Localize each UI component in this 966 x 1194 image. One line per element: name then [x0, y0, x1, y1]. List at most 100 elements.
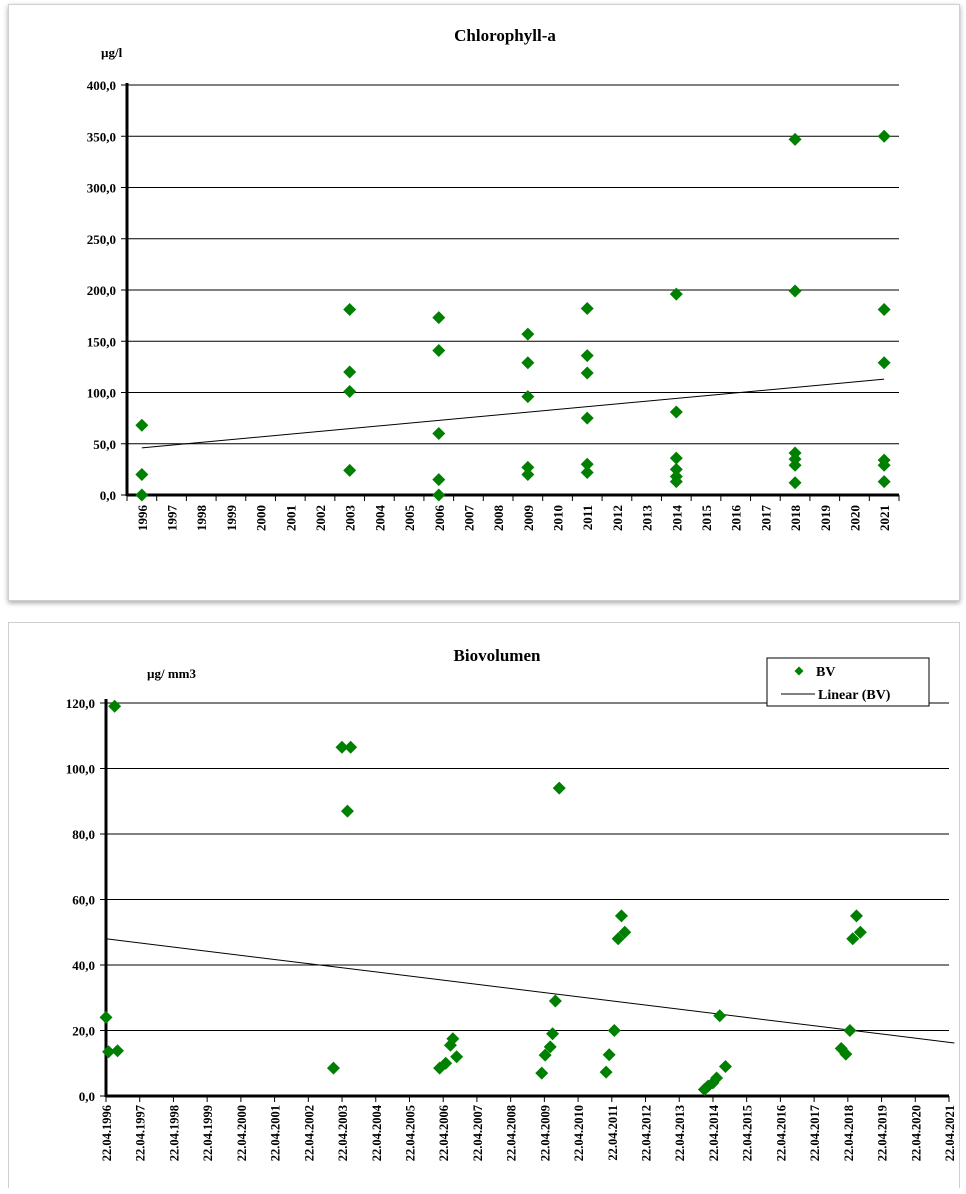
x-tick-label: 22.04.2001	[269, 1105, 283, 1161]
chart-panel-chlorophyll: Chlorophyll-a µg/l 0,0 50,0 100,0 150,0 200,0 2…	[8, 4, 960, 601]
x-tick-label: 2016	[729, 505, 744, 532]
data-point	[877, 356, 891, 370]
data-point	[344, 740, 358, 754]
data-point	[580, 301, 594, 315]
data-point	[607, 1024, 621, 1037]
x-tick-label: 22.04.2010	[572, 1105, 586, 1161]
data-point	[602, 1048, 616, 1062]
data-point	[521, 390, 535, 404]
y-axis-unit-label: µg/l	[101, 45, 123, 60]
data-point	[135, 418, 149, 432]
data-point	[521, 327, 535, 341]
x-tick-label: 22.04.2009	[538, 1105, 552, 1161]
x-tick-label: 2003	[343, 505, 358, 532]
data-point	[877, 302, 891, 316]
y-tick-label: 120,0	[66, 696, 95, 711]
x-tick-label: 2017	[758, 505, 773, 532]
data-point	[432, 343, 446, 357]
chlorophyll-chart: Chlorophyll-a µg/l 0,0 50,0 100,0 150,0 200,0 2…	[87, 26, 900, 532]
data-point	[618, 925, 632, 939]
x-tick-label: 2009	[521, 505, 536, 532]
data-point	[432, 488, 446, 502]
y-tick-label: 60,0	[72, 893, 95, 908]
data-point	[111, 1044, 125, 1058]
data-point	[669, 451, 683, 465]
data-point	[788, 284, 802, 298]
data-point	[877, 475, 891, 489]
trend-line	[141, 378, 885, 449]
y-tick-label: 100,0	[87, 386, 116, 401]
x-tick-label: 22.04.1997	[134, 1105, 148, 1161]
x-tick-label: 2015	[699, 505, 714, 532]
x-tick-label: 2001	[283, 505, 298, 531]
x-tick-label: 1997	[165, 505, 180, 532]
data-point	[108, 699, 122, 713]
data-point	[580, 457, 594, 471]
x-tick-label: 2007	[461, 505, 476, 532]
x-tick-label: 22.04.2007	[471, 1105, 485, 1161]
y-tick-label: 300,0	[87, 181, 116, 196]
data-point	[432, 311, 446, 325]
y-tick-label: 250,0	[87, 232, 116, 247]
data-point	[718, 1060, 732, 1074]
data-point	[543, 1040, 557, 1054]
y-tick-label: 150,0	[87, 334, 116, 349]
data-point	[580, 349, 594, 363]
data-point	[846, 932, 860, 946]
data-point	[669, 287, 683, 301]
data-point	[439, 1056, 453, 1070]
x-tick-label: 22.04.1998	[167, 1105, 181, 1161]
x-tick-label: 1998	[194, 505, 209, 532]
data-point	[669, 405, 683, 419]
data-point	[446, 1032, 460, 1046]
data-point	[788, 476, 802, 490]
y-tick-label: 350,0	[87, 129, 116, 144]
x-tick-label: 22.04.2012	[640, 1105, 654, 1161]
biovolumen-chart: Biovolumen µg/ mm3 0,0 20,0 40,0 60,0 80,0 100,…	[66, 646, 957, 1161]
data-point	[877, 129, 891, 143]
x-tick-label: 1996	[135, 505, 150, 532]
x-tick-label: 2019	[818, 505, 833, 532]
y-axis-unit-label: µg/ mm3	[147, 666, 197, 681]
x-tick-label: 2013	[640, 505, 655, 532]
data-point	[839, 1047, 853, 1061]
data-point	[611, 932, 625, 946]
x-tick-label: 22.04.2013	[673, 1105, 687, 1161]
data-point	[614, 909, 628, 923]
data-point	[546, 1027, 560, 1041]
legend-label-linear: Linear (BV)	[818, 688, 891, 703]
chart-panel-biovolumen: Biovolumen µg/ mm3 0,0 20,0 40,0 60,0 80,0 100,…	[8, 622, 960, 1188]
y-tick-label: 0,0	[79, 1089, 95, 1104]
legend: BV Linear (BV)	[766, 657, 930, 707]
x-tick-label: 22.04.2014	[707, 1104, 721, 1161]
data-point	[432, 473, 446, 487]
data-point	[843, 1024, 857, 1037]
data-point	[535, 1066, 549, 1080]
x-tick-label: 2012	[610, 505, 625, 531]
x-tick-label: 22.04.2017	[808, 1105, 822, 1161]
data-point	[135, 488, 149, 502]
x-tick-label: 22.04.2008	[505, 1105, 519, 1161]
y-tick-label: 0,0	[100, 488, 116, 503]
chart-title: Chlorophyll-a	[454, 26, 556, 45]
x-tick-label: 22.04.1996	[100, 1105, 114, 1161]
x-tick-label: 22.04.2020	[909, 1105, 923, 1161]
data-point	[580, 465, 594, 479]
data-point	[521, 356, 535, 370]
data-point	[343, 384, 357, 398]
x-tick-label: 22.04.2002	[302, 1105, 316, 1161]
x-tick-label: 2006	[432, 505, 447, 532]
x-tick-label: 2021	[877, 505, 892, 531]
legend-box	[766, 657, 930, 707]
x-tick-label: 22.04.2011	[606, 1105, 620, 1161]
data-point	[580, 366, 594, 380]
data-point	[135, 468, 149, 481]
data-point	[432, 427, 446, 440]
data-point	[521, 460, 535, 474]
chart-title: Biovolumen	[454, 646, 541, 665]
data-point	[335, 740, 349, 754]
data-point	[788, 458, 802, 472]
data-point	[343, 463, 357, 477]
y-tick-label: 100,0	[66, 762, 95, 777]
x-tick-label: 2014	[669, 505, 684, 532]
